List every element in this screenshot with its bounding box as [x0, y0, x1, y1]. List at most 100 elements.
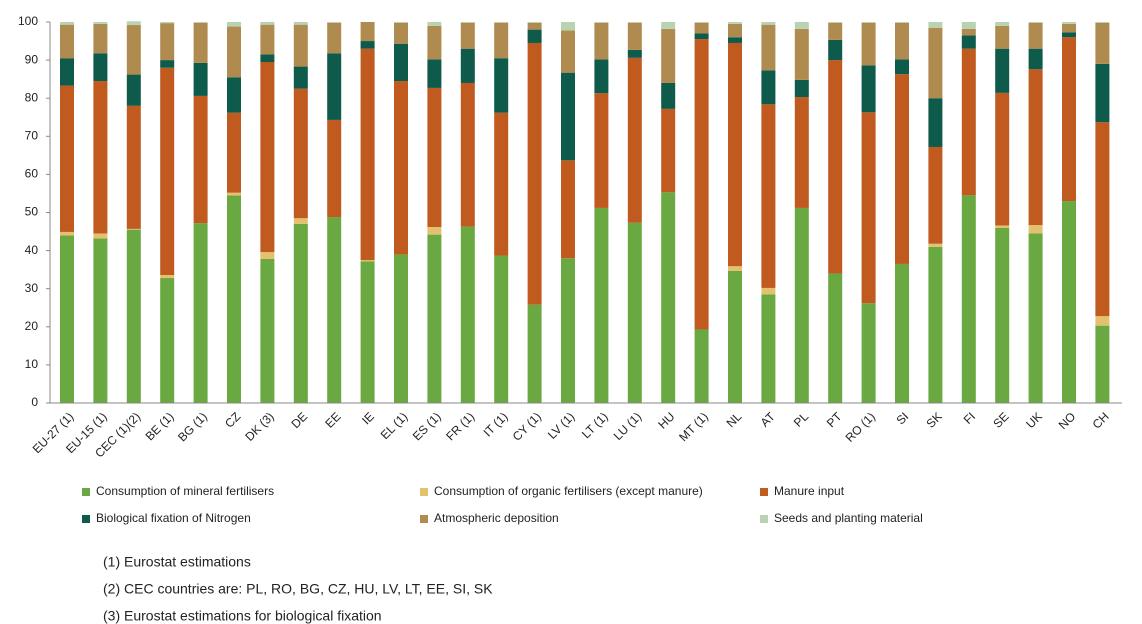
bar-segment	[427, 87, 442, 227]
bar-segment	[60, 235, 74, 403]
bar-segment	[761, 104, 776, 288]
bar-segment	[861, 112, 876, 304]
legend-label: Consumption of organic fertilisers (exce…	[434, 484, 703, 498]
bar-segment	[627, 49, 642, 58]
x-tick-label: CY (1)	[510, 409, 544, 443]
bar-segment	[1028, 233, 1043, 403]
bar-segment	[561, 160, 575, 259]
bar-segment	[861, 65, 876, 113]
bar-segment	[995, 227, 1010, 403]
bar-segment	[494, 255, 509, 403]
bar-segment	[227, 22, 241, 27]
y-tick-label: 20	[25, 319, 39, 333]
bar-segment	[1028, 22, 1043, 49]
bar-segment	[394, 43, 408, 82]
bar-segment	[828, 39, 843, 61]
footnote: (2) CEC countries are: PL, RO, BG, CZ, H…	[103, 581, 493, 597]
bar-segment	[861, 303, 876, 403]
bar-segment	[761, 287, 776, 295]
bar-segment	[761, 294, 776, 403]
bar-segment	[227, 192, 241, 196]
bar-segment	[360, 260, 375, 262]
bar-segment	[1095, 22, 1110, 23]
legend-label: Seeds and planting material	[774, 511, 923, 525]
x-tick-label: ES (1)	[410, 409, 444, 443]
bar-segment	[995, 22, 1010, 26]
bar-segment	[694, 39, 709, 330]
bar-segment	[694, 329, 709, 403]
bar-segment	[928, 98, 943, 147]
bar-segment	[460, 48, 475, 83]
legend-label: Atmospheric deposition	[434, 511, 559, 525]
x-tick-label: CZ	[222, 409, 243, 430]
y-tick-label: 30	[25, 281, 39, 295]
bar-segment	[460, 226, 475, 403]
bar-segment	[160, 22, 175, 24]
bar-segment	[895, 22, 909, 60]
bar-segment	[93, 22, 108, 24]
bar-segment	[160, 60, 175, 68]
bar-segment	[961, 22, 976, 29]
footnote: (1) Eurostat estimations	[103, 554, 251, 570]
bar-segment	[293, 88, 308, 219]
y-tick-label: 90	[25, 52, 39, 66]
bar-segment	[93, 233, 108, 239]
bar-segment	[861, 22, 876, 66]
x-tick-label: SI	[893, 409, 911, 427]
bar-segment	[227, 112, 241, 193]
bar-segment	[694, 22, 709, 23]
bar-segment	[1095, 316, 1110, 326]
y-tick-label: 50	[25, 205, 39, 219]
bar-segment	[928, 27, 943, 99]
bar-segment	[1095, 22, 1110, 64]
bar-segment	[394, 254, 408, 403]
bar-segment	[728, 270, 742, 403]
bar-segment	[895, 263, 909, 403]
bar-segment	[360, 41, 375, 49]
bar-segment	[227, 195, 241, 403]
x-tick-label: PT	[824, 409, 845, 430]
bar-segment	[460, 22, 475, 49]
y-tick-label: 100	[18, 14, 38, 28]
bar-segment	[728, 22, 742, 24]
bar-segment	[327, 217, 342, 403]
bar-segment	[126, 228, 141, 230]
bar-segment	[961, 195, 976, 403]
bar-segment	[427, 22, 442, 26]
bar-segment	[895, 59, 909, 75]
y-tick-label: 40	[25, 243, 39, 257]
x-tick-label: NL	[724, 409, 745, 430]
bar-segment	[60, 231, 74, 236]
bar-segment	[327, 119, 342, 218]
bar-segment	[561, 72, 575, 161]
bar-segment	[260, 62, 275, 253]
x-tick-label: IT (1)	[481, 409, 511, 439]
bar-segment	[193, 223, 208, 403]
bar-segment	[93, 81, 108, 234]
bar-segment	[761, 22, 776, 25]
bar-segment	[1095, 325, 1110, 403]
bar-segment	[494, 112, 509, 256]
bar-segment	[394, 81, 408, 255]
bar-segment	[193, 95, 208, 224]
bar-segment	[594, 93, 609, 208]
x-tick-label: LU (1)	[611, 409, 644, 442]
bar-segment	[728, 23, 742, 38]
x-tick-label: EE	[322, 409, 343, 430]
bar-segment	[460, 82, 475, 227]
bar-segment	[427, 25, 442, 60]
bar-segment	[627, 222, 642, 403]
bar-segment	[60, 22, 74, 25]
x-tick-label: SK	[924, 409, 945, 430]
bar-segment	[694, 33, 709, 40]
bar-segment	[661, 22, 676, 29]
bar-segment	[494, 22, 509, 23]
bar-segment	[627, 57, 642, 223]
bar-segment	[93, 53, 108, 82]
bar-segment	[627, 22, 642, 23]
y-tick-label: 10	[25, 357, 39, 371]
legend-label: Manure input	[774, 484, 845, 498]
bar-segment	[126, 21, 141, 26]
bar-segment	[260, 22, 275, 25]
bar-segment	[594, 207, 609, 403]
